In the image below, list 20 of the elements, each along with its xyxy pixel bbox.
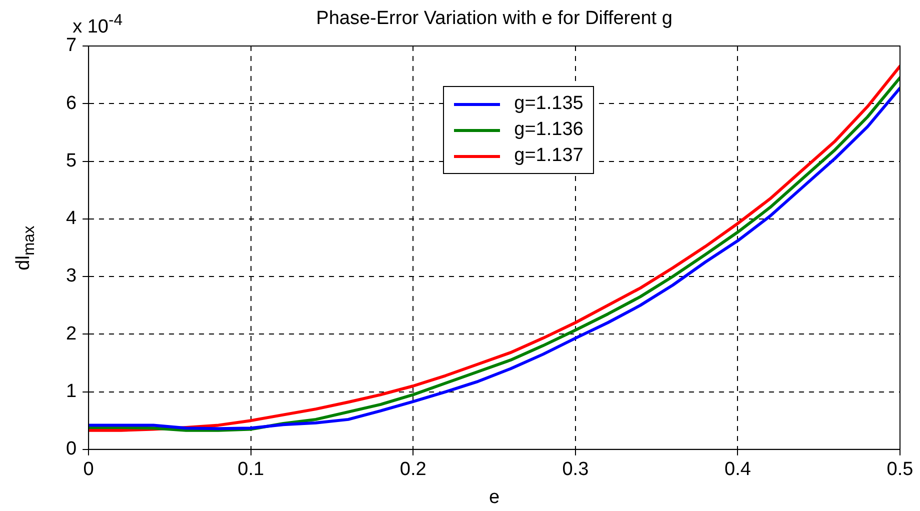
- legend-label: g=1.137: [514, 145, 584, 167]
- y-tick-label: 3: [66, 266, 77, 287]
- x-tick-label: 0.5: [886, 459, 914, 480]
- y-tick-label: 1: [66, 381, 77, 402]
- y-tick-label: 2: [66, 323, 77, 344]
- y-tick-label: 7: [66, 35, 77, 56]
- x-tick-label: 0: [83, 459, 94, 480]
- x-tick-label: 0.1: [238, 459, 264, 480]
- x-tick-label: 0.4: [724, 459, 752, 480]
- legend-label: g=1.136: [514, 119, 584, 141]
- x-tick-label: 0.2: [400, 459, 426, 480]
- legend-label: g=1.135: [514, 93, 584, 115]
- text: x 10$^{-4}$: [72, 12, 123, 38]
- y-tick-label: 5: [66, 150, 77, 172]
- y-tick-label: 4: [66, 208, 77, 230]
- x-axis-title: e: [488, 486, 500, 508]
- y-tick-label: 0: [66, 438, 77, 460]
- y-tick-label: 6: [66, 92, 77, 114]
- x-tick-label: 0.3: [562, 459, 589, 480]
- chart-title: Phase-Error Variation with e for Different g: [316, 8, 672, 30]
